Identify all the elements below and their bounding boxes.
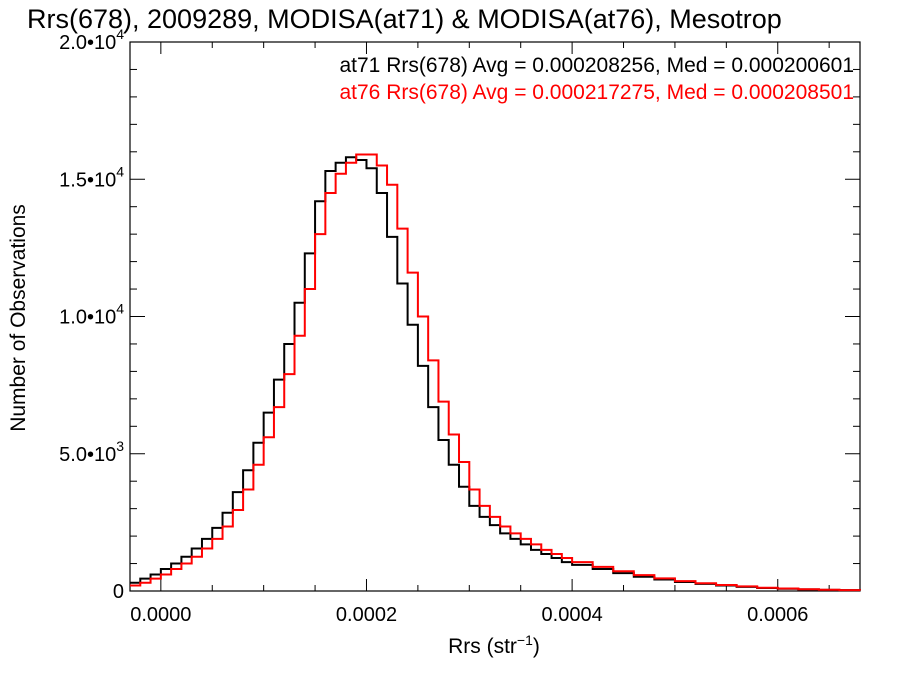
chart-title: Rrs(678), 2009289, MODISA(at71) & MODISA… (27, 4, 782, 34)
x-tick-label: 0.0006 (747, 604, 808, 626)
legend-entry-at71: at71 Rrs(678) Avg = 0.000208256, Med = 0… (339, 54, 854, 77)
series-line-at76 (130, 153, 861, 592)
plot-border (129, 41, 861, 592)
y-axis-title: Number of Observations (7, 204, 30, 432)
x-axis-title: Rrs (str−1) (448, 632, 540, 658)
y-tick-label: 1.5•104 (59, 163, 124, 191)
y-tick-label: 2.0•104 (59, 26, 124, 54)
series-lines (130, 153, 861, 592)
x-tick-label: 0.0002 (336, 604, 397, 626)
x-axis-ticks: 0.0000 0.0002 0.0004 0.0006 (130, 42, 830, 626)
y-tick-label: 0 (113, 581, 124, 603)
x-axis-title-tail: ) (533, 635, 540, 658)
x-tick-label: 0.0004 (542, 604, 603, 626)
x-axis-title-base: Rrs (str (448, 635, 517, 658)
y-tick-label: 1.0•104 (59, 301, 124, 329)
x-tick-label: 0.0000 (130, 604, 191, 626)
series-line-at71 (130, 156, 861, 592)
legend-entry-at76: at76 Rrs(678) Avg = 0.000217275, Med = 0… (339, 81, 854, 104)
y-axis-ticks: 0 5.0•103 1.0•104 1.5•104 2.0•104 (59, 26, 860, 603)
y-tick-label: 5.0•103 (59, 438, 124, 466)
x-axis-title-superscript: −1 (517, 632, 533, 648)
plot-frame (129, 41, 861, 592)
